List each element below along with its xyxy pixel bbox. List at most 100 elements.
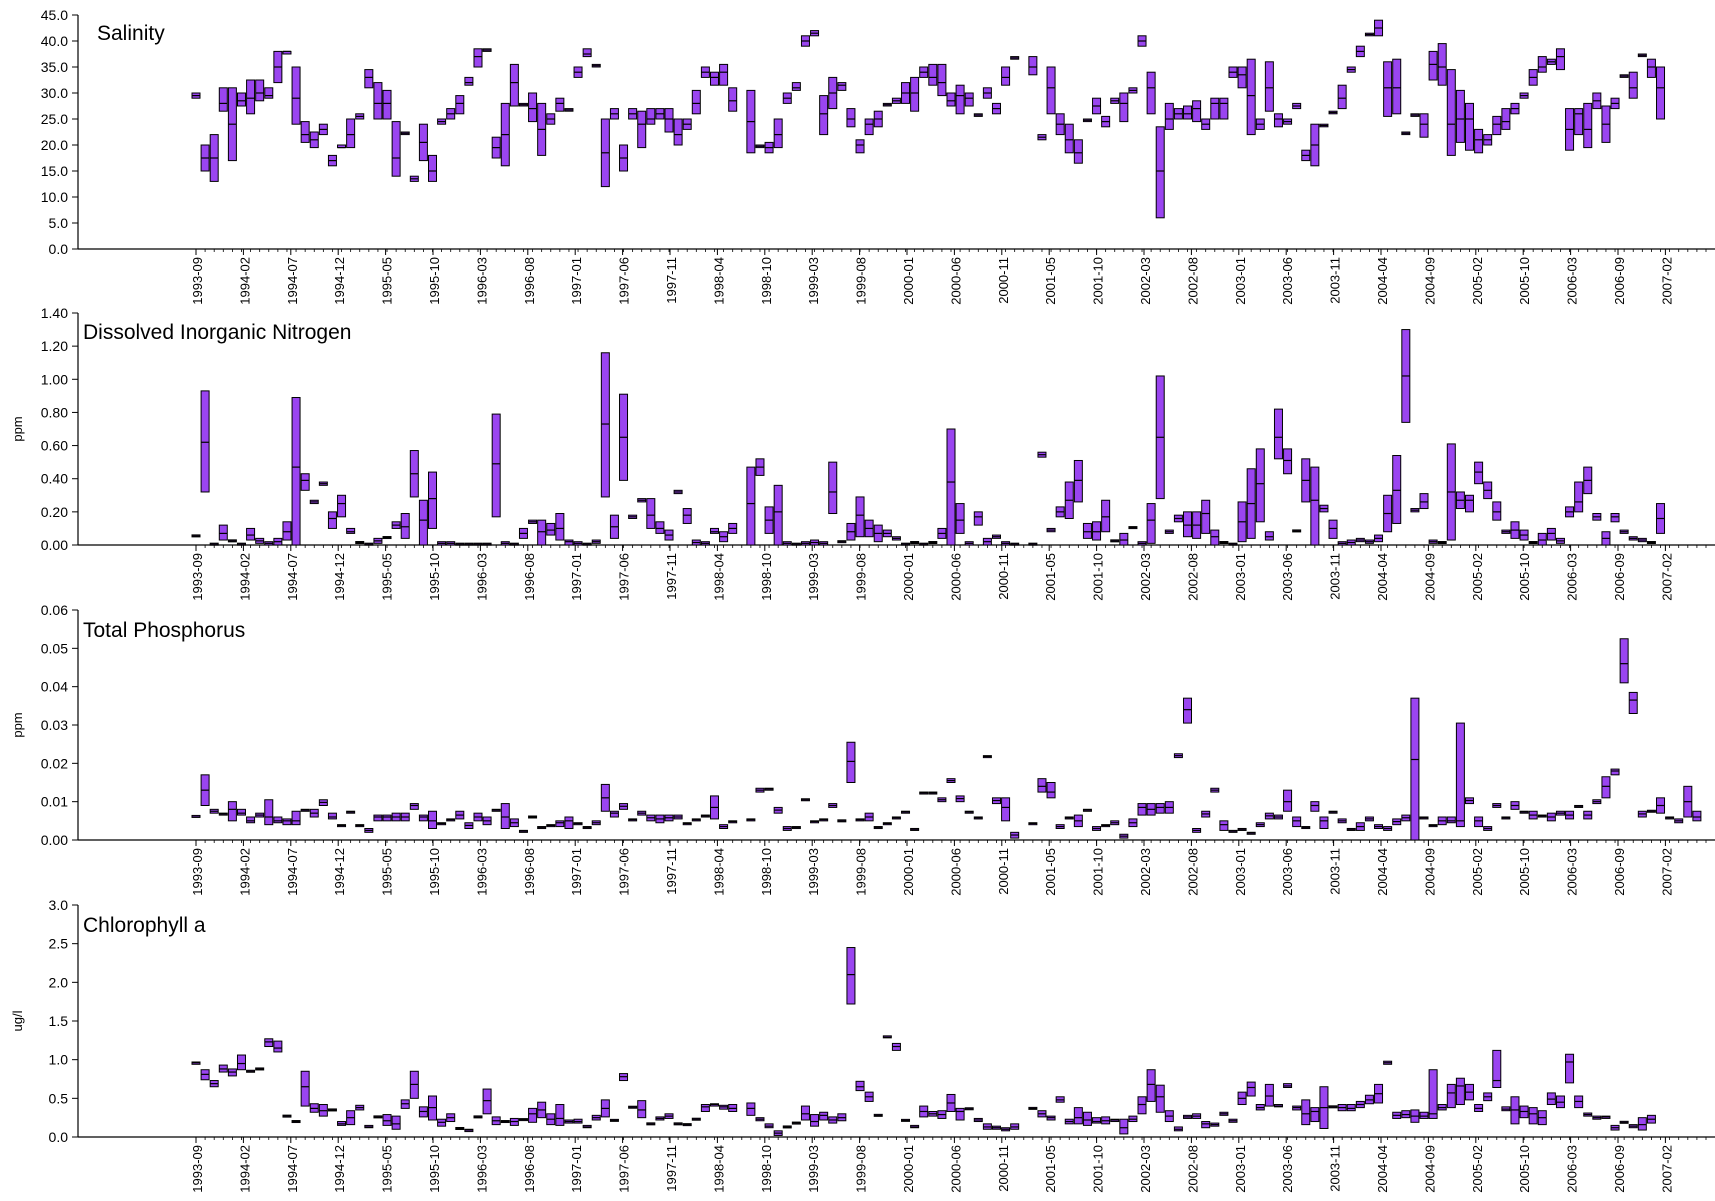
salinity-box	[582, 48, 592, 58]
salinity-box	[855, 139, 865, 154]
salinity-box	[964, 92, 974, 107]
salinity-box	[1392, 58, 1402, 115]
dissolved-inorganic-nitrogen-x-tick-label: 1997-01	[569, 553, 584, 601]
chlorophyll-a-x-tick-label: 2003-06	[1280, 1145, 1295, 1193]
chlorophyll-a-box	[264, 1038, 274, 1048]
salinity-x-tick-label: 2000-06	[948, 257, 963, 305]
dissolved-inorganic-nitrogen-x-tick-label: 2003-01	[1233, 553, 1248, 601]
salinity-box	[664, 108, 674, 133]
dissolved-inorganic-nitrogen-x-tick-label: 1996-03	[474, 553, 489, 601]
salinity-box	[1219, 97, 1229, 120]
dissolved-inorganic-nitrogen-x-tick-label: 1999-08	[854, 553, 869, 601]
total-phosphorus-box	[246, 816, 256, 824]
chlorophyll-a-x-tick-label: 1997-11	[664, 1145, 679, 1192]
salinity-x-tick-label: 1994-02	[237, 257, 252, 305]
dissolved-inorganic-nitrogen-x-tick-label: 2001-10	[1091, 553, 1106, 601]
salinity-box	[1073, 139, 1083, 164]
chlorophyll-a-x-tick-label: 1998-04	[711, 1145, 726, 1193]
salinity-box	[555, 97, 565, 112]
salinity-box	[1192, 100, 1202, 123]
chlorophyll-a-x-tick-label: 2003-01	[1233, 1145, 1248, 1193]
dissolved-inorganic-nitrogen-box	[1537, 532, 1547, 546]
total-phosphorus-box	[1455, 722, 1465, 828]
chlorophyll-a-chart-svg: 0.0 0.5 1.0 1.5 2.0 2.5 3.0 1993-09 1994-02 1994-…	[10, 897, 1715, 1193]
chlorophyll-a-x-tick-label: 2006-09	[1612, 1145, 1627, 1193]
salinity-x-tick-label: 1996-08	[522, 257, 537, 305]
dissolved-inorganic-nitrogen-box	[1146, 503, 1156, 544]
chlorophyll-a-x-tick-label: 1999-08	[854, 1145, 869, 1193]
total-phosphorus-box	[1610, 768, 1620, 776]
total-phosphorus-box	[327, 812, 337, 820]
dissolved-inorganic-nitrogen-x-tick-label: 1994-12	[332, 553, 347, 601]
dissolved-inorganic-nitrogen-x-tick-label: 1995-05	[380, 553, 395, 601]
salinity-box	[1064, 123, 1074, 154]
salinity-x-tick-label: 2006-09	[1612, 257, 1627, 305]
dissolved-inorganic-nitrogen-y-tick-label: 0.00	[41, 537, 68, 553]
dissolved-inorganic-nitrogen-x-tick-label: 2005-02	[1470, 553, 1485, 601]
dissolved-inorganic-nitrogen-box	[709, 527, 719, 534]
dissolved-inorganic-nitrogen-box	[1082, 522, 1092, 539]
dissolved-inorganic-nitrogen-box	[200, 390, 210, 493]
chlorophyll-a-x-tick-label: 2002-03	[1138, 1145, 1153, 1193]
salinity-title: Salinity	[97, 22, 165, 45]
chlorophyll-a-box	[1446, 1083, 1456, 1109]
total-phosphorus-box	[1310, 801, 1320, 812]
chlorophyll-a-x-tick-label: 1996-03	[474, 1145, 489, 1193]
salinity-chart-svg: 0.0 5.0 10.0 15.0 20.0 25.0 30.0 35.0 40.0 45.0 19…	[41, 7, 1715, 305]
dissolved-inorganic-nitrogen-box	[1464, 494, 1474, 513]
chlorophyll-a-x-tick-label: 1994-02	[237, 1145, 252, 1193]
chlorophyll-a-x-tick-label: 1999-03	[806, 1145, 821, 1193]
chlorophyll-a-y-tick-label: 2.0	[49, 974, 69, 990]
total-phosphorus-x-tick-label: 1995-05	[380, 848, 395, 896]
total-phosphorus-x-tick-label: 2003-06	[1280, 848, 1295, 896]
total-phosphorus-box	[1410, 697, 1420, 841]
chlorophyll-a-box	[1146, 1069, 1156, 1102]
chlorophyll-a-box	[273, 1040, 283, 1053]
salinity-box	[955, 84, 965, 115]
total-phosphorus-box	[500, 803, 510, 829]
dissolved-inorganic-nitrogen-x-tick-label: 1998-04	[711, 553, 726, 601]
total-phosphorus-x-tick-label: 1996-03	[474, 848, 489, 896]
dissolved-inorganic-nitrogen-box	[537, 519, 547, 546]
chlorophyll-a-box	[700, 1104, 710, 1112]
total-phosphorus-x-tick-label: 2002-03	[1138, 848, 1153, 896]
total-phosphorus-title: Total Phosphorus	[83, 619, 245, 642]
total-phosphorus-box	[1137, 803, 1147, 816]
salinity-x-tick-label: 1997-11	[664, 257, 679, 304]
salinity-y-tick-label: 25.0	[41, 111, 68, 127]
total-phosphorus-y-tick-label: 0.00	[41, 832, 68, 848]
salinity-box	[391, 121, 401, 177]
salinity-box	[528, 92, 538, 123]
salinity-box	[1210, 97, 1220, 120]
dissolved-inorganic-nitrogen-box	[1273, 408, 1283, 460]
chlorophyll-a-box	[1073, 1107, 1083, 1125]
dissolved-inorganic-nitrogen-x-tick-label: 2003-11	[1328, 553, 1343, 600]
dissolved-inorganic-nitrogen-x-tick-label: 2002-08	[1185, 553, 1200, 601]
salinity-box	[300, 121, 310, 143]
chlorophyll-a-x-tick-label: 2000-06	[948, 1145, 963, 1193]
salinity-box	[928, 63, 938, 86]
chlorophyll-a-y-tick-label: 2.5	[49, 936, 69, 952]
dissolved-inorganic-nitrogen-box	[546, 522, 556, 536]
salinity-y-tick-label: 5.0	[49, 215, 69, 231]
dissolved-inorganic-nitrogen-x-tick-label: 1997-11	[664, 553, 679, 600]
dissolved-inorganic-nitrogen-box	[1283, 448, 1293, 475]
salinity-box	[236, 92, 246, 107]
dissolved-inorganic-nitrogen-x-tick-label: 2004-09	[1422, 553, 1437, 601]
chlorophyll-a-box	[1119, 1118, 1129, 1135]
salinity-box	[637, 110, 647, 149]
dissolved-inorganic-nitrogen-y-tick-label: 1.40	[41, 305, 68, 321]
total-phosphorus-x-tick-label: 1995-10	[427, 848, 442, 896]
dissolved-inorganic-nitrogen-title: Dissolved Inorganic Nitrogen	[83, 321, 351, 344]
dissolved-inorganic-nitrogen-box	[1183, 511, 1193, 538]
dissolved-inorganic-nitrogen-box	[1101, 499, 1111, 533]
salinity-x-tick-label: 2007-02	[1659, 257, 1674, 305]
total-phosphorus-box	[555, 820, 565, 828]
total-phosphorus-box	[373, 814, 383, 822]
total-phosphorus-box	[1319, 816, 1329, 829]
salinity-box	[455, 95, 465, 115]
salinity-y-tick-label: 0.0	[49, 241, 69, 257]
total-phosphorus-box	[291, 810, 301, 826]
total-phosphorus-box	[1155, 803, 1165, 814]
total-phosphorus-box	[1001, 797, 1011, 822]
